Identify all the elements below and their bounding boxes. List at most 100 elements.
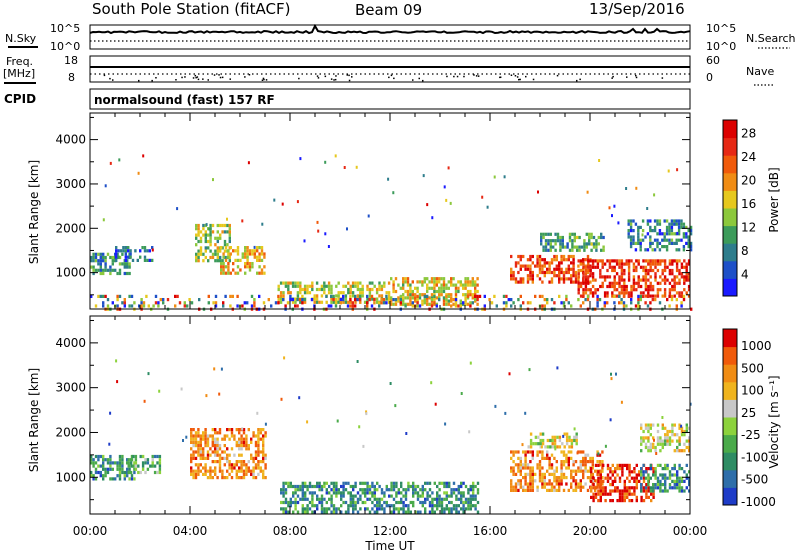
- data-cell: [442, 280, 446, 284]
- data-cell: [126, 259, 129, 263]
- data-cell: [330, 304, 333, 308]
- data-cell: [166, 298, 170, 302]
- freq-tick-bottom: 8: [68, 71, 75, 84]
- data-cell: [195, 233, 198, 237]
- data-cell: [649, 225, 652, 229]
- data-cell: [115, 258, 118, 262]
- data-cell: [649, 433, 652, 437]
- data-cell: [301, 294, 304, 298]
- data-cell: [685, 278, 688, 282]
- data-cell: [574, 488, 578, 492]
- data-cell: [389, 382, 392, 385]
- data-cell: [567, 463, 570, 467]
- data-cell: [676, 473, 679, 477]
- data-cell: [639, 245, 642, 249]
- nsky-tick-bottom: 10^0: [50, 40, 80, 53]
- data-cell: [240, 437, 243, 441]
- data-cell: [471, 283, 474, 287]
- data-cell: [216, 223, 219, 228]
- data-cell: [252, 460, 255, 464]
- data-cell: [248, 249, 252, 253]
- data-cell: [118, 470, 122, 475]
- data-cell: [623, 284, 626, 289]
- data-cell: [315, 287, 319, 292]
- data-cell: [608, 284, 612, 289]
- data-cell: [639, 278, 643, 282]
- data-cell: [263, 271, 266, 275]
- data-cell: [554, 232, 557, 236]
- data-cell: [600, 235, 603, 240]
- data-cell: [412, 504, 415, 508]
- data-cell: [149, 464, 152, 468]
- data-cell: [524, 456, 527, 460]
- data-cell: [568, 235, 572, 240]
- data-cell: [645, 467, 648, 471]
- data-cell: [571, 232, 574, 236]
- data-cell: [352, 510, 355, 514]
- data-cell: [671, 473, 674, 477]
- data-cell: [457, 304, 460, 308]
- data-cell: [452, 481, 456, 485]
- data-cell: [235, 444, 238, 448]
- data-cell: [390, 510, 393, 514]
- data-cell: [589, 460, 592, 464]
- data-cell: [344, 284, 348, 288]
- data-cell: [409, 484, 412, 489]
- data-cell: [570, 254, 573, 259]
- data-cell: [656, 291, 660, 295]
- data-cell: [654, 473, 657, 477]
- data-cell: [371, 494, 374, 498]
- data-cell: [205, 223, 208, 227]
- data-cell: [649, 281, 652, 285]
- data-cell: [371, 484, 374, 489]
- data-cell: [376, 504, 379, 508]
- data-cell: [366, 284, 369, 288]
- data-cell: [582, 456, 585, 460]
- data-cell: [426, 497, 429, 501]
- data-cell: [486, 205, 489, 209]
- data-cell: [378, 500, 381, 505]
- data-cell: [572, 479, 575, 483]
- data-cell: [666, 265, 669, 269]
- data-cell: [606, 479, 610, 483]
- data-cell: [457, 289, 460, 294]
- data-cell: [233, 466, 236, 470]
- data-cell: [618, 463, 622, 467]
- data-cell: [592, 245, 596, 249]
- data-cell: [241, 255, 244, 259]
- data-cell: [407, 504, 410, 508]
- data-cell: [423, 280, 426, 284]
- data-cell: [474, 497, 477, 501]
- data-cell: [512, 469, 515, 473]
- nave-dot: [422, 79, 424, 82]
- nave-dot: [348, 74, 350, 77]
- data-cell: [517, 482, 520, 486]
- data-cell: [610, 377, 613, 381]
- data-cell: [126, 474, 129, 478]
- data-cell: [128, 294, 131, 298]
- data-cell: [460, 392, 463, 395]
- data-cell: [512, 301, 515, 305]
- data-cell: [397, 488, 400, 492]
- data-cell: [529, 277, 532, 281]
- data-cell: [664, 476, 667, 480]
- data-cell: [245, 469, 248, 473]
- data-cell: [652, 442, 655, 446]
- data-cell: [663, 262, 667, 266]
- data-cell: [579, 479, 582, 483]
- data-cell: [419, 500, 422, 505]
- data-cell: [529, 438, 533, 443]
- data-cell: [454, 304, 458, 308]
- data-cell: [564, 245, 567, 249]
- data-cell: [111, 262, 114, 266]
- data-cell: [197, 450, 200, 454]
- data-cell: [139, 255, 142, 259]
- data-cell: [342, 300, 345, 304]
- data-cell: [224, 271, 228, 275]
- data-cell: [304, 481, 307, 485]
- data-cell: [174, 304, 177, 308]
- data-cell: [445, 481, 448, 485]
- data-cell: [127, 470, 130, 475]
- data-cell: [320, 300, 324, 304]
- data-cell: [304, 497, 307, 501]
